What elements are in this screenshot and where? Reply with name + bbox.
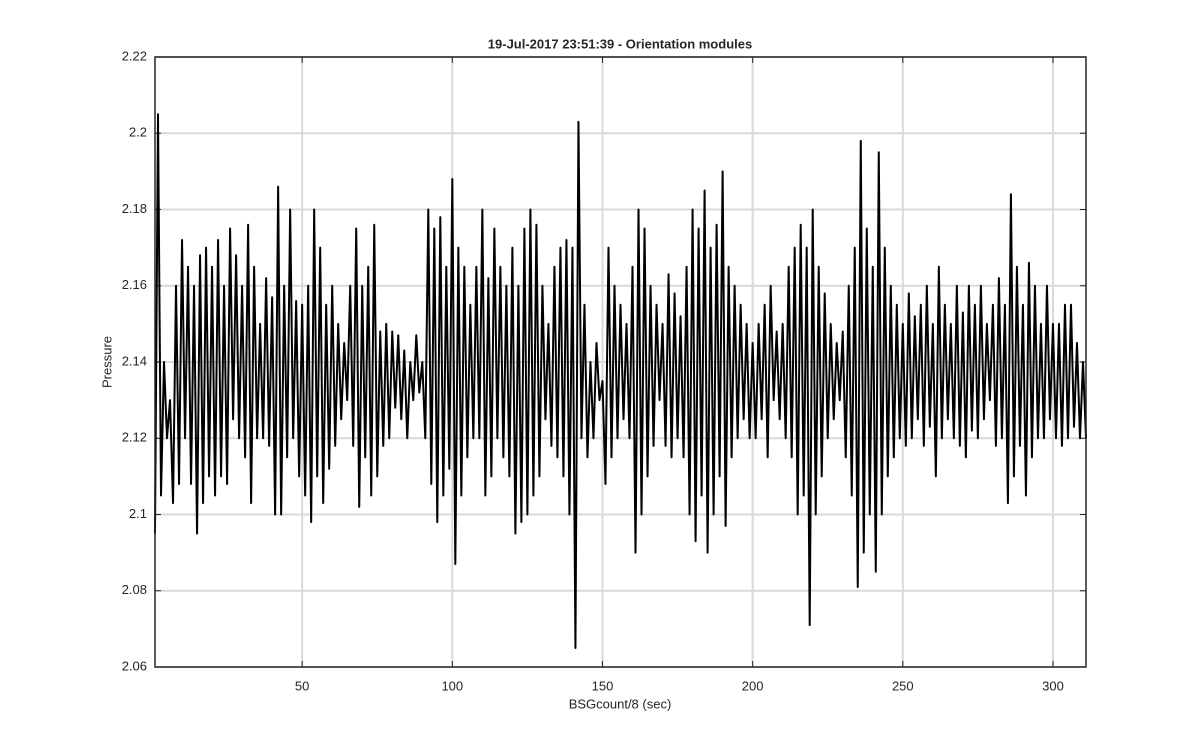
y-tick-label: 2.14 bbox=[122, 353, 147, 368]
x-tick-label: 100 bbox=[441, 678, 463, 693]
x-tick-label: 150 bbox=[592, 678, 614, 693]
x-tick-label: 250 bbox=[892, 678, 914, 693]
x-tick-label: 50 bbox=[295, 678, 309, 693]
data-line bbox=[154, 113, 1087, 649]
y-tick-label: 2.1 bbox=[129, 506, 147, 521]
chart-title: 19-Jul-2017 23:51:39 - Orientation modul… bbox=[488, 36, 752, 51]
y-tick-label: 2.2 bbox=[129, 125, 147, 140]
y-tick-label: 2.12 bbox=[122, 430, 147, 445]
x-axis-label: BSGcount/8 (sec) bbox=[569, 696, 672, 711]
x-tick-label: 200 bbox=[742, 678, 764, 693]
plot-frame bbox=[154, 56, 1087, 668]
x-tick-label: 300 bbox=[1042, 678, 1064, 693]
y-tick-label: 2.08 bbox=[122, 582, 147, 597]
y-tick-label: 2.22 bbox=[122, 48, 147, 63]
y-axis-label: Pressure bbox=[99, 336, 114, 388]
y-tick-label: 2.16 bbox=[122, 277, 147, 292]
y-tick-label: 2.06 bbox=[122, 658, 147, 673]
y-tick-label: 2.18 bbox=[122, 201, 147, 216]
